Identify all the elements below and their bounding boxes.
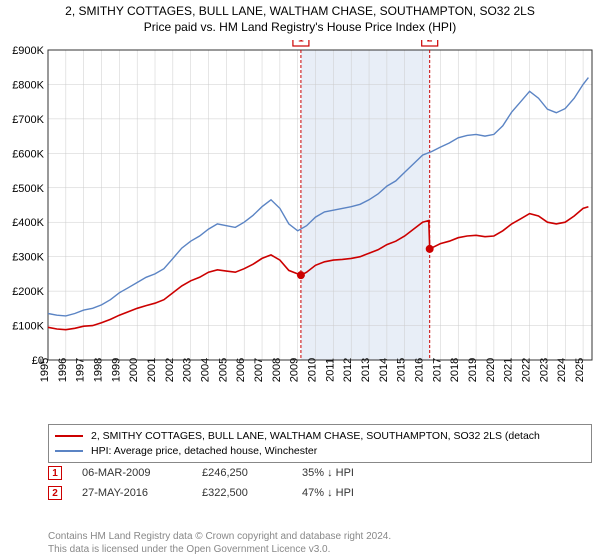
x-axis-label: 1998	[93, 358, 105, 382]
legend-label: 2, SMITHY COTTAGES, BULL LANE, WALTHAM C…	[91, 429, 540, 444]
footer-line2: This data is licensed under the Open Gov…	[48, 543, 391, 556]
shaded-band	[301, 50, 430, 360]
marker-label-text: 2	[427, 40, 433, 45]
x-axis-label: 2017	[431, 358, 443, 382]
marker-table-row: 2 27-MAY-2016 £322,500 47% ↓ HPI	[48, 486, 422, 500]
footer-attribution: Contains HM Land Registry data © Crown c…	[48, 530, 391, 556]
marker-dot	[426, 245, 434, 253]
chart-title-line1: 2, SMITHY COTTAGES, BULL LANE, WALTHAM C…	[0, 4, 600, 20]
x-axis-label: 2003	[182, 358, 194, 382]
x-axis-label: 2021	[503, 358, 515, 382]
x-axis-label: 2007	[253, 358, 265, 382]
legend-row: 2, SMITHY COTTAGES, BULL LANE, WALTHAM C…	[55, 429, 585, 444]
marker-pct: 47% ↓ HPI	[302, 487, 422, 499]
marker-pct: 35% ↓ HPI	[302, 467, 422, 479]
x-axis-label: 2011	[324, 358, 336, 382]
x-axis-label: 1996	[57, 358, 69, 382]
legend-swatch	[55, 450, 83, 452]
x-axis-label: 2012	[342, 358, 354, 382]
y-axis-label: £400K	[12, 217, 44, 229]
legend-label: HPI: Average price, detached house, Winc…	[91, 444, 317, 459]
legend: 2, SMITHY COTTAGES, BULL LANE, WALTHAM C…	[48, 424, 592, 463]
x-axis-label: 1997	[75, 358, 87, 382]
y-axis-label: £600K	[12, 148, 44, 160]
y-axis-label: £900K	[12, 45, 44, 57]
y-axis-label: £700K	[12, 114, 44, 126]
x-axis-label: 2005	[217, 358, 229, 382]
x-axis-label: 2013	[360, 358, 372, 382]
y-axis-label: £500K	[12, 183, 44, 195]
x-axis-label: 2016	[414, 358, 426, 382]
legend-row: HPI: Average price, detached house, Winc…	[55, 444, 585, 459]
marker-date: 06-MAR-2009	[82, 467, 182, 479]
x-axis-label: 2022	[521, 358, 533, 382]
x-axis-label: 2008	[271, 358, 283, 382]
x-axis-label: 2006	[235, 358, 247, 382]
y-axis-label: £800K	[12, 79, 44, 91]
y-axis-label: £300K	[12, 252, 44, 264]
x-axis-label: 2009	[289, 358, 301, 382]
chart-title-line2: Price paid vs. HM Land Registry's House …	[0, 20, 600, 36]
chart-area: £0£100K£200K£300K£400K£500K£600K£700K£80…	[0, 40, 600, 420]
x-axis-label: 2020	[485, 358, 497, 382]
x-axis-label: 2002	[164, 358, 176, 382]
marker-id-box: 1	[48, 466, 62, 480]
marker-table: 1 06-MAR-2009 £246,250 35% ↓ HPI 2 27-MAY-201…	[48, 466, 422, 506]
x-axis-label: 2004	[200, 358, 212, 382]
x-axis-label: 2025	[574, 358, 586, 382]
legend-swatch	[55, 435, 83, 437]
y-axis-label: £200K	[12, 286, 44, 298]
x-axis-label: 2014	[378, 358, 390, 382]
x-axis-label: 2019	[467, 358, 479, 382]
marker-table-row: 1 06-MAR-2009 £246,250 35% ↓ HPI	[48, 466, 422, 480]
x-axis-label: 2023	[538, 358, 550, 382]
x-axis-label: 2024	[556, 358, 568, 382]
marker-price: £246,250	[202, 467, 282, 479]
y-axis-label: £100K	[12, 321, 44, 333]
marker-dot	[297, 271, 305, 279]
marker-label-text: 1	[298, 40, 304, 45]
x-axis-label: 1995	[39, 358, 51, 382]
marker-date: 27-MAY-2016	[82, 487, 182, 499]
x-axis-label: 2015	[396, 358, 408, 382]
x-axis-label: 2001	[146, 358, 158, 382]
x-axis-label: 2010	[307, 358, 319, 382]
x-axis-label: 2018	[449, 358, 461, 382]
marker-id-box: 2	[48, 486, 62, 500]
x-axis-label: 2000	[128, 358, 140, 382]
footer-line1: Contains HM Land Registry data © Crown c…	[48, 530, 391, 543]
x-axis-label: 1999	[110, 358, 122, 382]
marker-price: £322,500	[202, 487, 282, 499]
